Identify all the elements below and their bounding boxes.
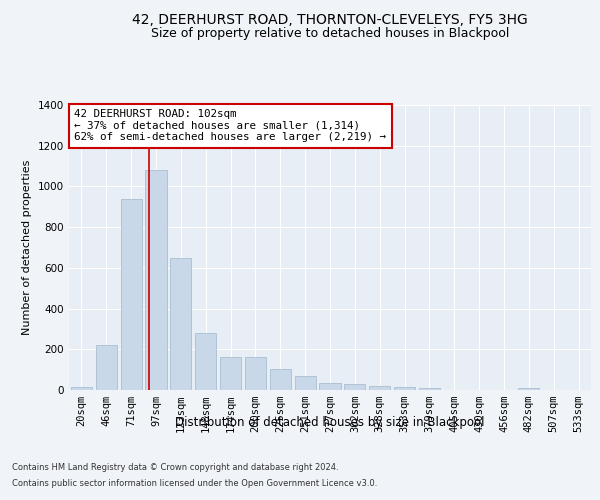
Bar bbox=[344, 384, 365, 390]
Bar bbox=[419, 388, 440, 390]
Bar bbox=[71, 387, 92, 390]
Text: Contains HM Land Registry data © Crown copyright and database right 2024.: Contains HM Land Registry data © Crown c… bbox=[12, 464, 338, 472]
Text: Distribution of detached houses by size in Blackpool: Distribution of detached houses by size … bbox=[175, 416, 485, 429]
Text: 42, DEERHURST ROAD, THORNTON-CLEVELEYS, FY5 3HG: 42, DEERHURST ROAD, THORNTON-CLEVELEYS, … bbox=[132, 12, 528, 26]
Bar bbox=[295, 376, 316, 390]
Bar bbox=[270, 368, 291, 390]
Bar bbox=[145, 170, 167, 390]
Bar bbox=[121, 198, 142, 390]
Bar bbox=[195, 333, 216, 390]
Bar bbox=[170, 258, 191, 390]
Bar bbox=[96, 345, 117, 390]
Y-axis label: Number of detached properties: Number of detached properties bbox=[22, 160, 32, 335]
Text: Contains public sector information licensed under the Open Government Licence v3: Contains public sector information licen… bbox=[12, 478, 377, 488]
Bar bbox=[220, 358, 241, 390]
Bar bbox=[518, 388, 539, 390]
Text: 42 DEERHURST ROAD: 102sqm
← 37% of detached houses are smaller (1,314)
62% of se: 42 DEERHURST ROAD: 102sqm ← 37% of detac… bbox=[74, 110, 386, 142]
Bar bbox=[369, 386, 390, 390]
Bar bbox=[245, 358, 266, 390]
Bar bbox=[394, 387, 415, 390]
Bar bbox=[319, 383, 341, 390]
Text: Size of property relative to detached houses in Blackpool: Size of property relative to detached ho… bbox=[151, 28, 509, 40]
